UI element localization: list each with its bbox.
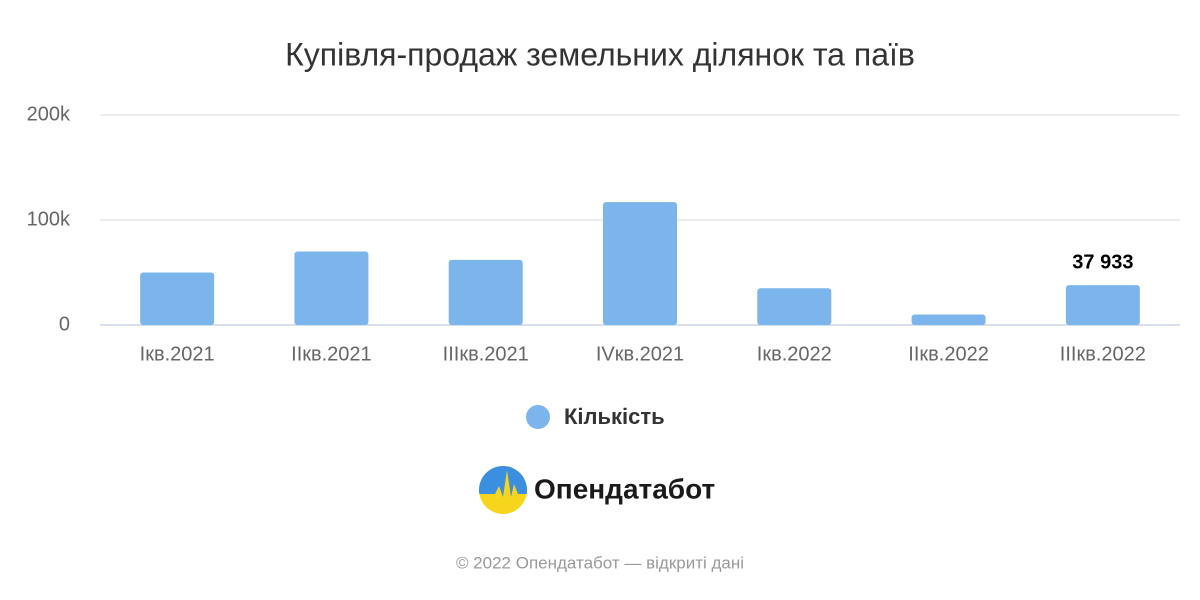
chart-title: Купівля-продаж земельних ділянок та паїв	[285, 36, 915, 72]
x-tick-label: IIIкв.2021	[443, 343, 529, 365]
y-tick-label: 200k	[27, 103, 71, 125]
logo-top	[479, 466, 527, 497]
x-tick-label: IVкв.2021	[596, 343, 684, 365]
y-tick-label: 100k	[27, 208, 71, 230]
bar	[603, 202, 677, 325]
legend-marker	[526, 405, 550, 429]
x-tick-label: IIIкв.2022	[1060, 343, 1146, 365]
x-tick-label: IIкв.2021	[291, 343, 372, 365]
y-tick-label: 0	[59, 313, 70, 335]
bar	[294, 251, 369, 325]
bar	[140, 272, 215, 325]
footer: © 2022 Опендатабот — відкриті дані	[456, 553, 744, 572]
bar	[911, 314, 986, 325]
bar	[1065, 285, 1140, 325]
x-tick-label: Iкв.2022	[757, 343, 832, 365]
logo	[479, 466, 527, 514]
x-tick-label: IIкв.2022	[908, 343, 989, 365]
logo-text: Опендатабот	[534, 473, 715, 504]
value-label: 37 933	[1072, 251, 1133, 273]
bar	[757, 288, 832, 325]
bar	[448, 259, 523, 325]
legend-label: Кількість	[564, 404, 665, 429]
x-tick-label: Iкв.2021	[140, 343, 215, 365]
